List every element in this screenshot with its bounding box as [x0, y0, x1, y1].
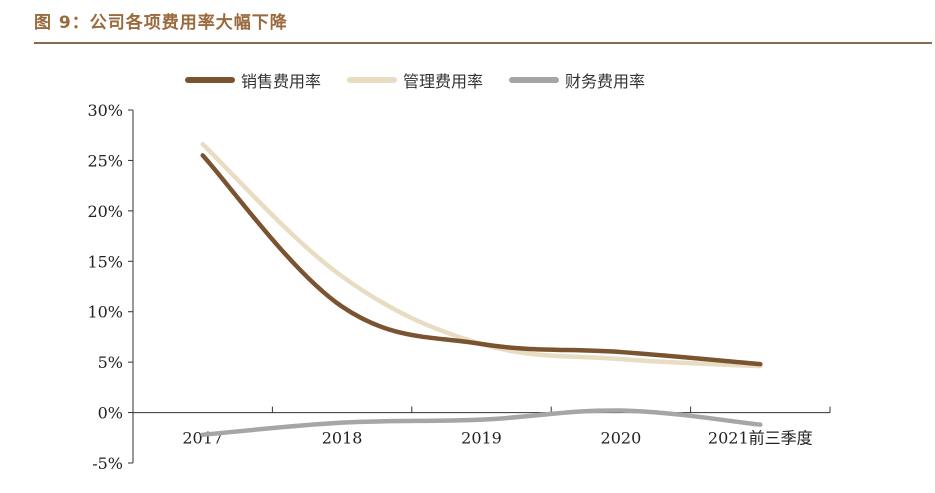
legend-swatch-admin: [347, 77, 398, 83]
y-tick-label: 5%: [98, 353, 123, 372]
chart-legend: 销售费用率 管理费用率 财务费用率: [185, 66, 645, 94]
series-line-sales: [200, 153, 763, 367]
x-tick-label: 2018: [322, 429, 363, 448]
legend-item-sales: 销售费用率: [185, 68, 321, 92]
y-tick-label: 20%: [87, 202, 123, 221]
x-tick-label: 2020: [601, 429, 642, 448]
legend-label-admin: 管理费用率: [403, 72, 484, 91]
legend-swatch-sales: [185, 77, 235, 83]
y-tick-label: 0%: [98, 404, 123, 423]
y-tick-label: 25%: [87, 151, 123, 170]
figure-title: 图 9：公司各项费用率大幅下降: [34, 13, 288, 33]
legend-label-sales: 销售费用率: [241, 72, 322, 91]
legend-item-finance: 财务费用率: [509, 68, 645, 92]
legend-swatch-finance: [509, 77, 560, 83]
y-tick-label: -5%: [92, 454, 123, 473]
y-tick-label: 15%: [87, 252, 123, 271]
y-tick-label: 10%: [87, 303, 123, 322]
title-divider: [34, 42, 932, 44]
y-tick-label: 30%: [87, 101, 123, 120]
legend-label-finance: 财务费用率: [565, 72, 646, 91]
legend-item-admin: 管理费用率: [347, 68, 483, 92]
x-tick-label: 2019: [461, 429, 502, 448]
x-tick-label: 2021前三季度: [708, 429, 813, 448]
series-line-finance: [200, 408, 763, 438]
